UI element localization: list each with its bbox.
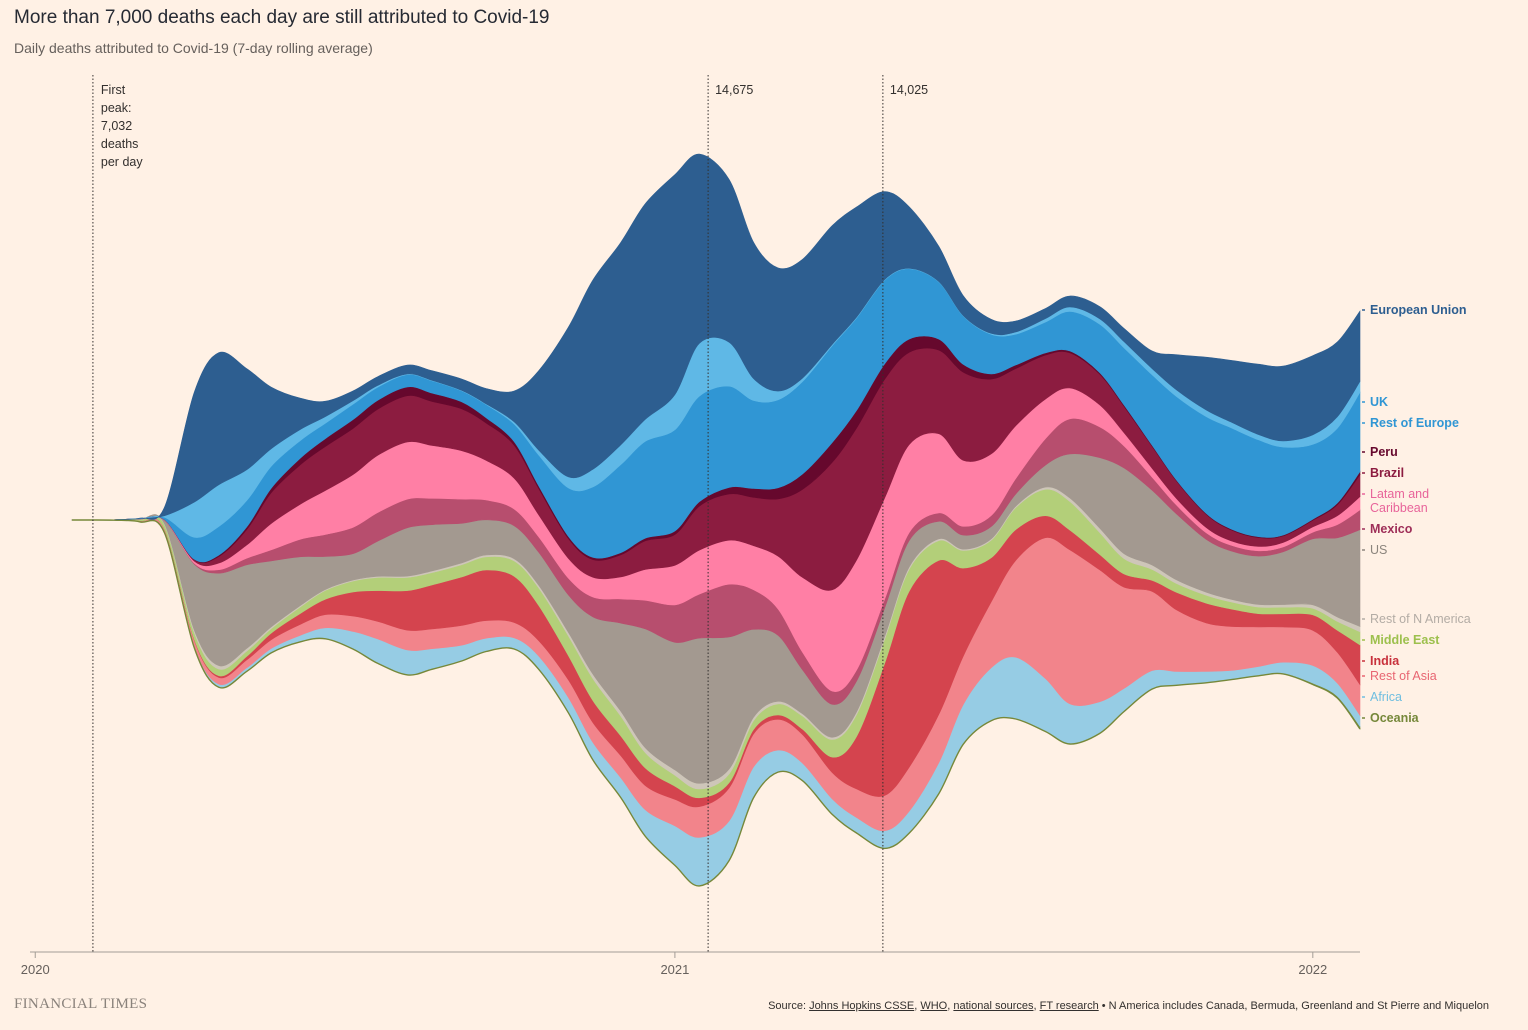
legend-label-oceania: Oceania <box>1370 711 1420 725</box>
source-footnote: • N America includes Canada, Bermuda, Gr… <box>1098 1000 1489 1012</box>
chart-subtitle: Daily deaths attributed to Covid-19 (7-d… <box>14 40 373 56</box>
first-peak-annotation: 7,032 <box>101 119 132 133</box>
legend: European Union UK Rest of Europe Peru Brazil… <box>1362 303 1471 725</box>
x-tick-label: 2022 <box>1298 962 1327 977</box>
legend-label-brazil: Brazil <box>1370 466 1404 480</box>
source-link-who[interactable]: WHO <box>920 1000 948 1012</box>
legend-label-latam-and-caribbean: Caribbean <box>1370 501 1428 515</box>
first-peak-annotation: peak: <box>101 101 132 115</box>
peak-markers: First peak: 7,032 deaths per day 14,675 14,025 <box>92 75 928 952</box>
source-link-ft[interactable]: FT research <box>1039 1000 1099 1012</box>
stream-bottom-edge <box>71 519 1361 887</box>
legend-label-middle-east: Middle East <box>1370 633 1440 647</box>
stream-area-european-union <box>71 153 1361 521</box>
legend-label-peru: Peru <box>1370 445 1398 459</box>
source-link-jhu[interactable]: Johns Hopkins CSSE <box>809 1000 915 1012</box>
ft-brand-logo: FINANCIAL TIMES <box>14 996 148 1012</box>
legend-label-rest-of-europe: Rest of Europe <box>1370 416 1459 430</box>
peak-value-annotation: 14,675 <box>715 83 753 97</box>
legend-label-latam-and-caribbean: Latam and <box>1370 487 1429 501</box>
stream-areas <box>71 153 1361 887</box>
source-link-national[interactable]: national sources <box>953 1000 1034 1012</box>
source-note: Source: Johns Hopkins CSSE, WHO, nationa… <box>768 1000 1489 1012</box>
legend-label-india: India <box>1370 654 1400 668</box>
legend-label-mexico: Mexico <box>1370 522 1413 536</box>
legend-label-rest-of-asia: Rest of Asia <box>1370 669 1437 683</box>
legend-label-us: US <box>1370 543 1387 557</box>
x-tick-label: 2020 <box>21 962 50 977</box>
legend-label-rest-of-n-america: Rest of N America <box>1370 612 1471 626</box>
chart-title: More than 7,000 deaths each day are stil… <box>14 7 550 28</box>
x-tick-label: 2021 <box>660 962 689 977</box>
legend-label-european-union: European Union <box>1370 303 1467 317</box>
first-peak-annotation: First <box>101 83 126 97</box>
legend-label-africa: Africa <box>1370 690 1402 704</box>
first-peak-annotation: per day <box>101 155 143 169</box>
x-axis: 2020 2021 2022 <box>21 951 1360 977</box>
first-peak-annotation: deaths <box>101 137 139 151</box>
source-prefix: Source: <box>768 1000 810 1012</box>
peak-value-annotation: 14,025 <box>890 83 928 97</box>
legend-label-uk: UK <box>1370 395 1388 409</box>
